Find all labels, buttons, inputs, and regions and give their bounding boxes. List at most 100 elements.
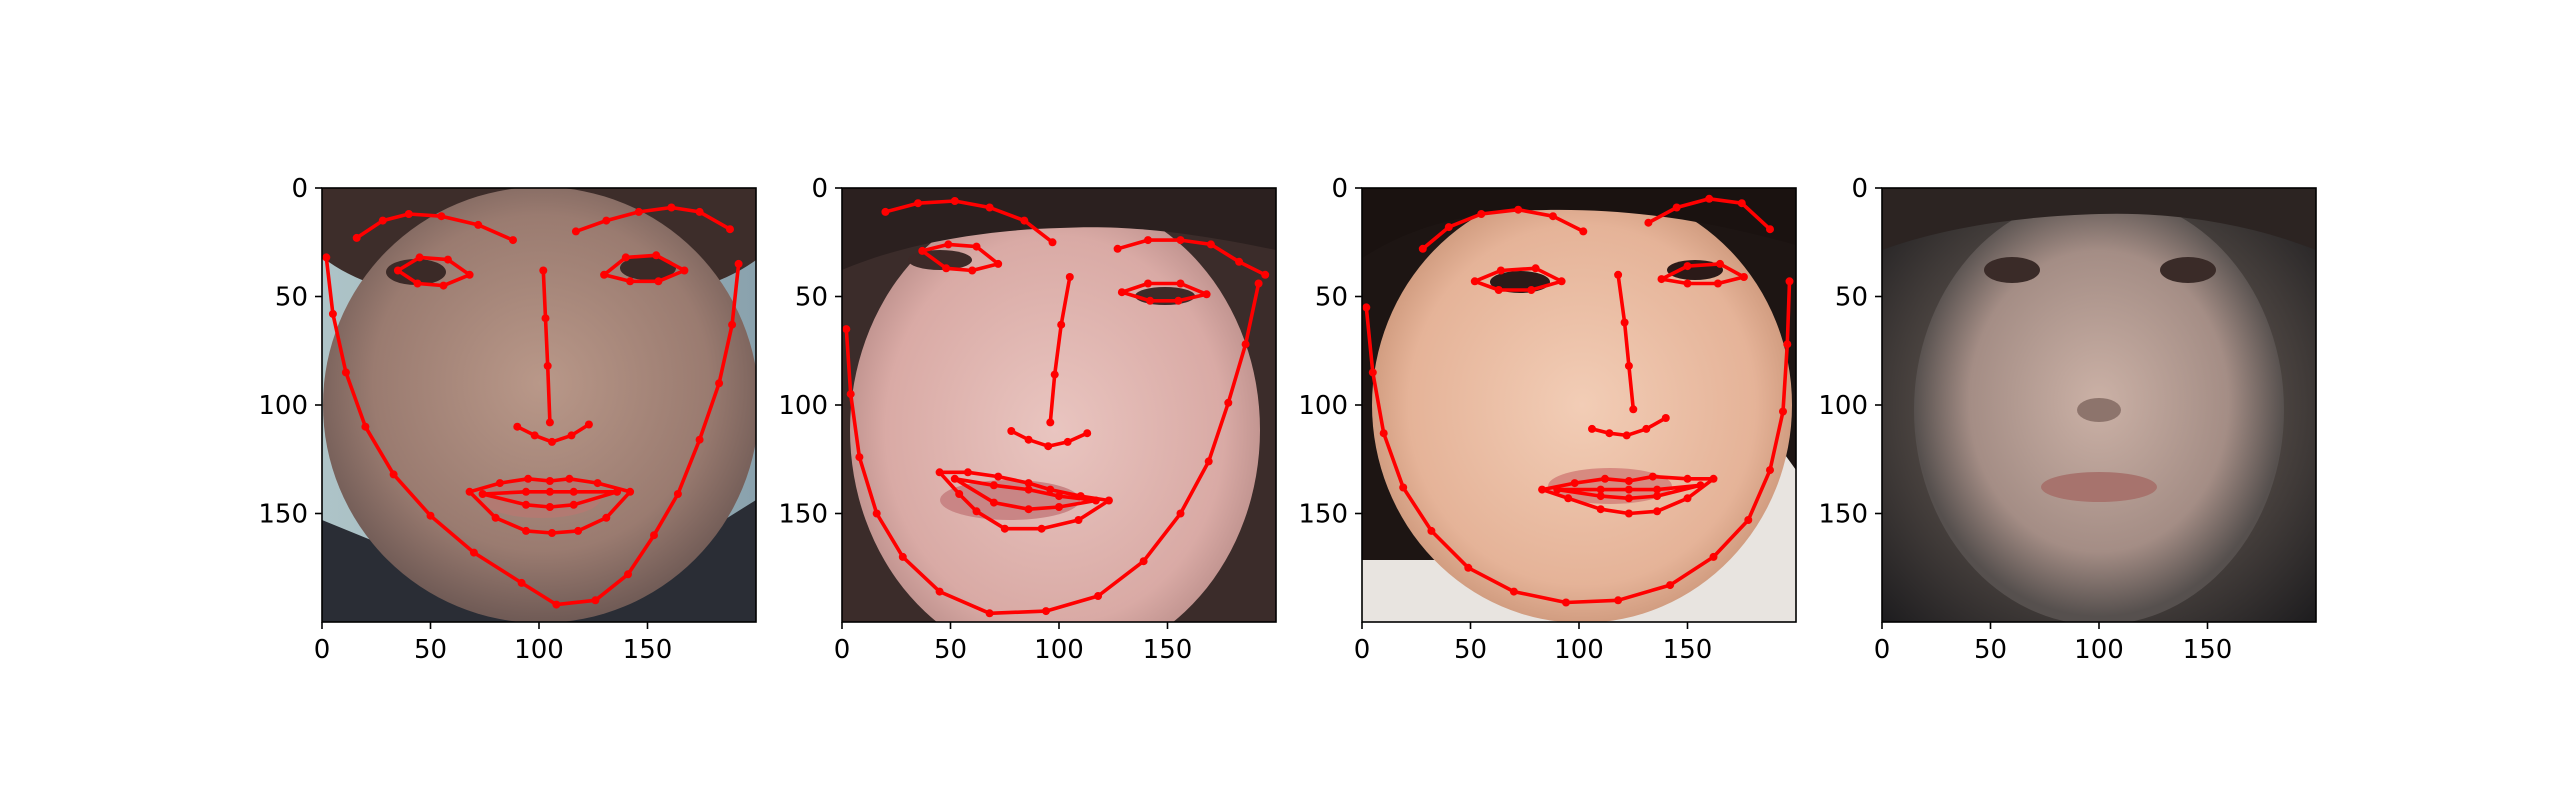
landmark-point: [1653, 507, 1662, 516]
landmark-point: [1044, 442, 1053, 451]
landmark-point: [1527, 286, 1536, 294]
landmark-point: [985, 609, 994, 618]
landmark-point: [972, 507, 981, 516]
landmark-point: [465, 487, 474, 496]
landmark-point: [944, 240, 953, 249]
landmark-point: [1091, 496, 1100, 505]
landmark-point: [1785, 277, 1794, 286]
landmark-line-brow-right: [574, 205, 732, 234]
landmark-point: [726, 225, 734, 234]
landmark-point: [715, 379, 724, 388]
landmark-point: [1117, 288, 1126, 297]
face-image-1: [322, 188, 756, 622]
landmark-point: [543, 361, 552, 370]
x-tick-label: 0: [1354, 635, 1371, 665]
landmark-point: [626, 277, 635, 286]
landmark-point: [389, 470, 398, 479]
landmark-point: [1683, 262, 1692, 271]
landmark-point: [513, 422, 522, 431]
y-tick-label: 0: [291, 174, 308, 204]
landmark-point: [439, 281, 448, 290]
landmark-point: [842, 325, 851, 334]
landmark-point: [1065, 273, 1074, 281]
landmark-point: [1046, 418, 1055, 427]
landmark-point: [1783, 340, 1792, 349]
subplot-1: [322, 188, 756, 622]
landmark-point: [1241, 340, 1250, 349]
face-image-2: [842, 188, 1276, 622]
landmark-line-nose: [1048, 275, 1072, 425]
landmark-point: [1564, 494, 1573, 503]
landmark-point: [972, 242, 981, 251]
landmark-point: [1531, 264, 1540, 273]
landmark-point: [426, 511, 435, 520]
y-tick-label: 50: [1835, 283, 1868, 313]
landmark-point: [1144, 279, 1152, 288]
landmark-point: [942, 264, 951, 273]
landmark-point: [1683, 474, 1692, 483]
landmark-point: [881, 207, 890, 216]
landmark-point: [545, 418, 554, 427]
landmark-line-brow-left: [354, 212, 515, 242]
landmark-point: [1368, 368, 1377, 377]
landmark-point: [613, 487, 622, 496]
landmark-point: [1206, 240, 1215, 249]
y-tick-label: 50: [275, 283, 308, 313]
landmark-point: [1601, 474, 1609, 483]
landmark-point: [1048, 238, 1057, 247]
landmark-point: [517, 578, 526, 587]
landmark-point: [443, 255, 452, 264]
landmark-point: [1779, 407, 1787, 416]
subplot-3: [1362, 188, 1796, 622]
landmark-point: [465, 270, 474, 279]
landmark-point: [1696, 481, 1705, 490]
landmark-point: [654, 277, 663, 286]
landmark-point: [1557, 277, 1566, 286]
y-tick-label: 0: [811, 174, 828, 204]
landmark-point: [495, 479, 504, 488]
landmark-point: [1176, 279, 1185, 288]
landmark-point: [1509, 587, 1518, 596]
landmark-point: [1744, 516, 1753, 524]
landmark-point: [695, 435, 704, 444]
landmark-point: [539, 266, 548, 275]
landmark-point: [591, 596, 600, 605]
landmark-line-brow-left: [1421, 207, 1586, 251]
landmark-point: [728, 320, 737, 329]
landmark-point: [1629, 405, 1638, 414]
landmark-point: [1653, 485, 1662, 494]
landmark-point: [734, 259, 743, 268]
x-tick-label: 50: [414, 635, 447, 665]
landmark-point: [1614, 270, 1623, 279]
landmark-point: [1144, 236, 1152, 245]
landmark-point: [1716, 259, 1724, 268]
landmark-point: [1418, 244, 1427, 253]
landmark-point: [1083, 429, 1092, 438]
y-tick-label: 100: [778, 391, 828, 421]
landmark-point: [1362, 303, 1371, 312]
landmark-point: [994, 472, 1003, 481]
landmark-point: [1024, 435, 1033, 444]
landmark-point: [1494, 286, 1503, 294]
landmarks-2: [842, 197, 1270, 618]
x-tick-label: 50: [934, 635, 967, 665]
landmark-point: [1648, 472, 1657, 481]
landmark-point: [1683, 494, 1692, 503]
x-tick-label: 100: [1034, 635, 1084, 665]
landmarks-1: [322, 203, 743, 609]
landmark-point: [1737, 199, 1746, 208]
landmark-point: [602, 216, 611, 225]
landmark-point: [1705, 194, 1714, 203]
landmark-point: [569, 500, 578, 509]
x-tick-label: 0: [834, 635, 851, 665]
y-tick-label: 150: [778, 500, 828, 530]
landmark-point: [565, 474, 574, 483]
landmark-point: [474, 220, 483, 229]
landmark-point: [624, 570, 632, 579]
y-tick-label: 50: [795, 283, 828, 313]
landmark-point: [1666, 581, 1675, 590]
landmark-point: [1624, 494, 1633, 503]
landmark-point: [950, 197, 959, 205]
landmark-point: [437, 212, 446, 221]
